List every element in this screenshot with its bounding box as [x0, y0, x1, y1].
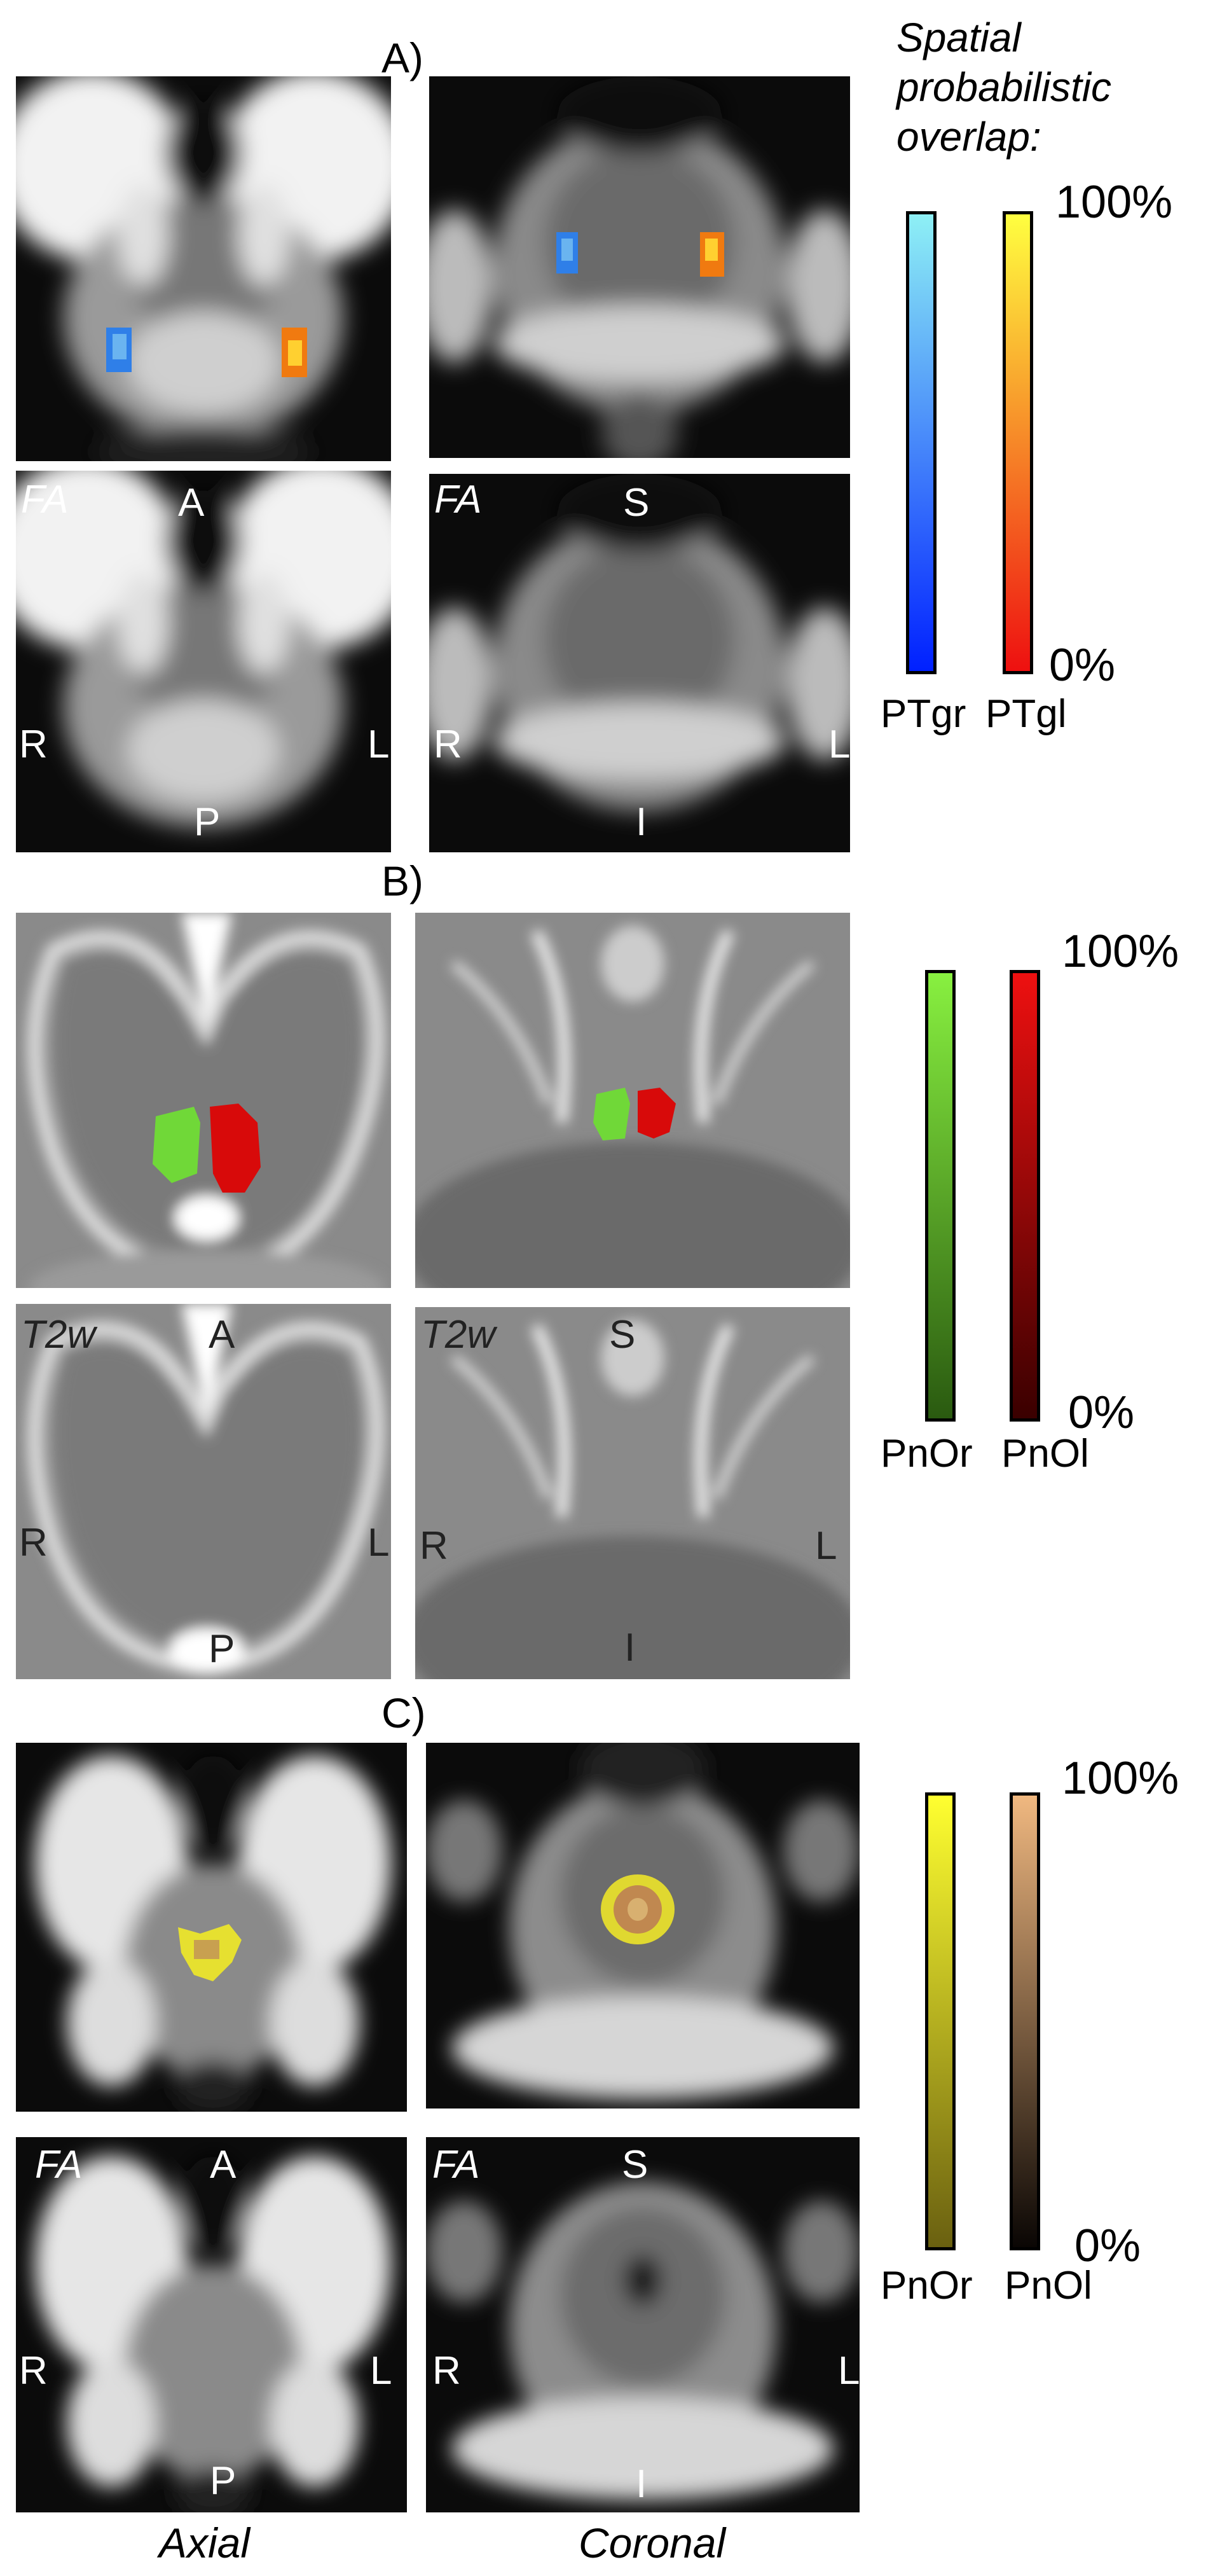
- section-a-axial-overlay-image: [16, 76, 391, 461]
- section-c-axial-right-label: R: [19, 2349, 48, 2393]
- section-c-colorbar-pnol: [1010, 1792, 1040, 2250]
- section-b-axial-anterior-label: A: [209, 1313, 235, 1357]
- section-b-colorbar-max-label: 100%: [1062, 926, 1179, 977]
- section-c-colorbar-max-label: 100%: [1062, 1753, 1179, 1804]
- section-a-colorbar-ptgl: [1003, 211, 1033, 674]
- legend-title-line-1: Spatial: [896, 15, 1021, 60]
- section-a-coronal-overlay-image: [429, 76, 850, 458]
- section-b-coronal-image: [415, 1307, 850, 1679]
- section-b-label: B): [381, 857, 423, 904]
- section-c-coronal-modality-label: FA: [432, 2143, 480, 2187]
- section-b-axial-right-label: R: [19, 1521, 48, 1565]
- section-a-coronal-inferior-label: I: [636, 800, 647, 844]
- section-a-axial-right-label: R: [19, 723, 48, 766]
- section-c-coronal-superior-label: S: [622, 2143, 649, 2187]
- section-c-axial-left-label: L: [370, 2349, 392, 2393]
- section-b-axial-posterior-label: P: [209, 1627, 235, 1671]
- axial-column-label: Axial: [159, 2519, 251, 2566]
- section-c-axial-modality-label: FA: [35, 2143, 83, 2187]
- section-c-axial-anterior-label: A: [210, 2143, 237, 2187]
- section-c-axial-overlay-image: [16, 1743, 407, 2112]
- section-c-axial-image: [16, 2137, 407, 2512]
- section-a-colorbar-ptgl-name: PTgl: [985, 692, 1067, 736]
- section-c-coronal-overlay-image: [426, 1743, 860, 2109]
- section-b-axial-left-label: L: [367, 1521, 390, 1565]
- section-b-coronal-right-label: R: [420, 1524, 448, 1568]
- section-c-coronal-left-label: L: [838, 2349, 860, 2393]
- section-a-axial-modality-label: FA: [21, 478, 69, 522]
- section-b-axial-overlay-image: [16, 913, 391, 1288]
- section-b-coronal-inferior-label: I: [624, 1626, 636, 1670]
- legend-title-line-2: probabilistic: [896, 64, 1111, 111]
- section-b-coronal-overlay-image: [415, 913, 850, 1288]
- section-b-colorbar-min-label: 0%: [1068, 1387, 1135, 1438]
- section-a-colorbar-ptgr-name: PTgr: [881, 692, 966, 736]
- section-c-colorbar-min-label: 0%: [1074, 2220, 1141, 2271]
- section-b-coronal-superior-label: S: [609, 1313, 636, 1357]
- section-a-colorbar-ptgr: [906, 211, 937, 674]
- section-a-coronal-left-label: L: [828, 723, 851, 766]
- section-c-colorbar-pnol-name: PnOl: [1005, 2264, 1092, 2308]
- section-a-coronal-superior-label: S: [623, 481, 650, 525]
- section-a-coronal-image: [429, 474, 850, 852]
- section-c-coronal-right-label: R: [432, 2349, 461, 2393]
- section-c-label: C): [381, 1689, 426, 1736]
- section-c-axial-posterior-label: P: [210, 2459, 237, 2503]
- section-c-colorbar-pnor: [925, 1792, 956, 2250]
- section-b-coronal-left-label: L: [815, 1524, 837, 1568]
- section-b-coronal-modality-label: T2w: [421, 1313, 496, 1357]
- section-b-axial-image: [16, 1304, 391, 1679]
- section-a-axial-posterior-label: P: [194, 800, 221, 844]
- section-b-axial-modality-label: T2w: [21, 1313, 96, 1357]
- section-c-colorbar-pnor-name: PnOr: [881, 2264, 973, 2308]
- legend-title-line-3: overlap:: [896, 114, 1041, 160]
- section-a-axial-anterior-label: A: [178, 481, 205, 525]
- section-c-coronal-image: [426, 2137, 860, 2512]
- section-a-coronal-modality-label: FA: [434, 478, 482, 522]
- section-a-label: A): [381, 34, 423, 81]
- coronal-column-label: Coronal: [579, 2519, 726, 2566]
- section-a-colorbar-max-label: 100%: [1055, 177, 1173, 228]
- section-a-axial-image: [16, 471, 391, 852]
- section-a-coronal-right-label: R: [434, 723, 462, 766]
- section-c-coronal-inferior-label: I: [636, 2462, 647, 2506]
- section-a-axial-left-label: L: [367, 723, 390, 766]
- section-b-colorbar-pnol: [1010, 970, 1040, 1422]
- section-b-colorbar-pnol-name: PnOl: [1001, 1432, 1089, 1476]
- section-b-colorbar-pnor-name: PnOr: [881, 1432, 973, 1476]
- section-b-colorbar-pnor: [925, 970, 956, 1422]
- section-a-colorbar-min-label: 0%: [1049, 640, 1116, 691]
- section-a-legend-title: Spatial probabilistic overlap:: [896, 13, 1111, 162]
